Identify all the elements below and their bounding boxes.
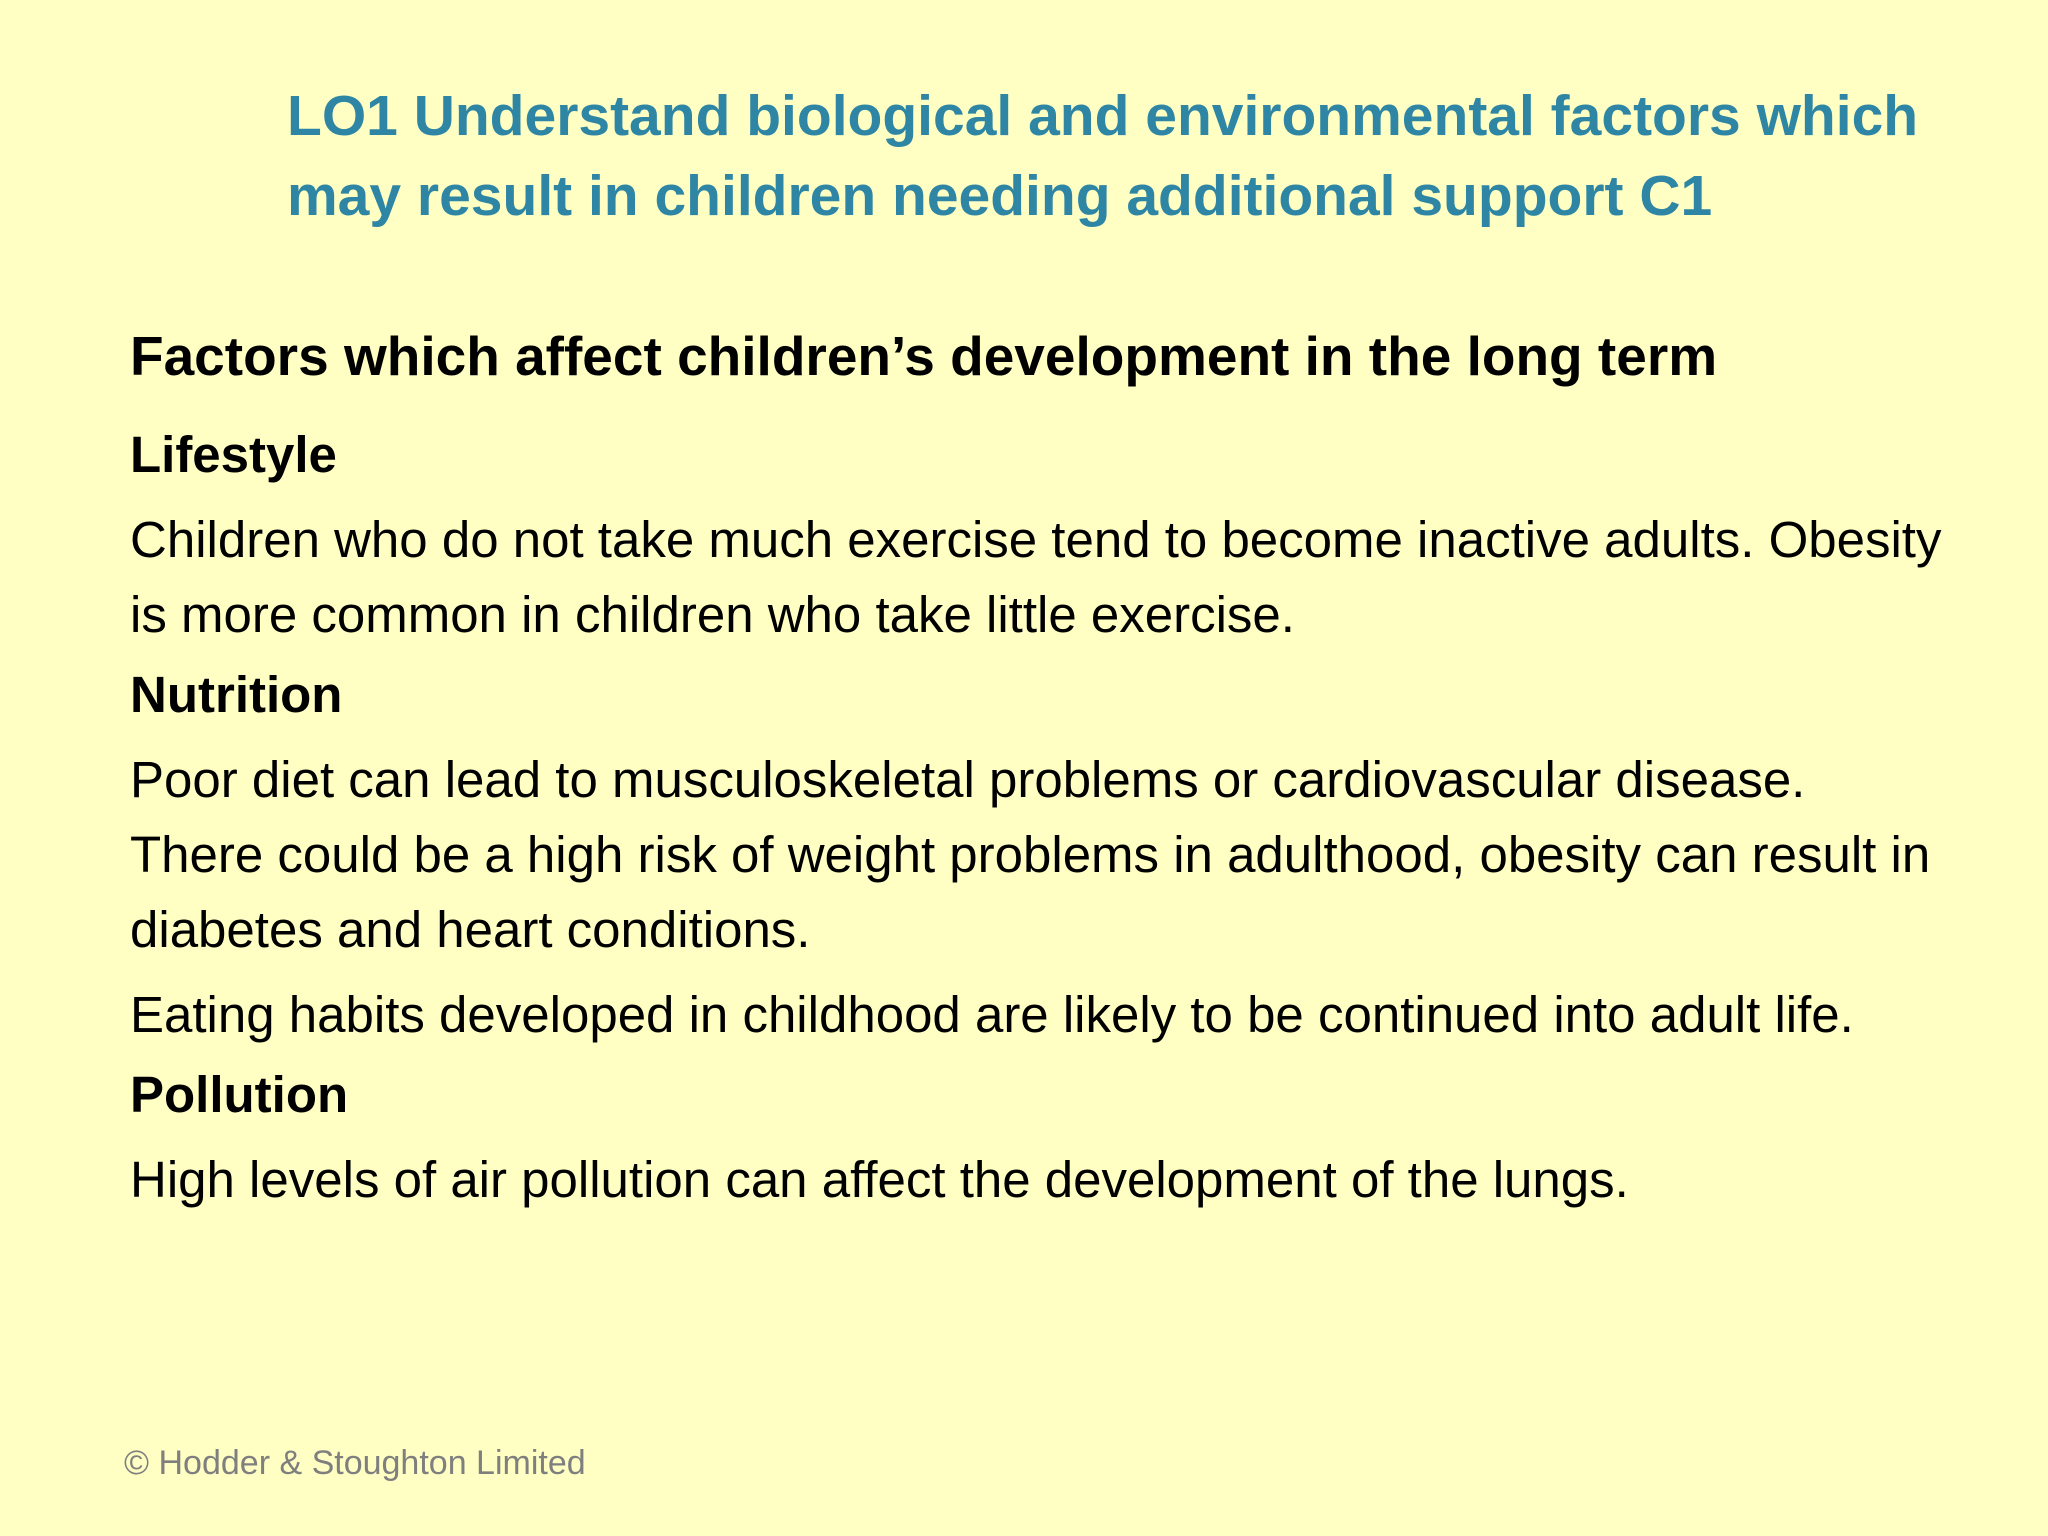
slide-title-line-2: may result in children needing additiona…	[287, 164, 1713, 228]
slide-title-line-1: LO1 Understand biological and environmen…	[287, 84, 1919, 148]
slide-content: Factors which affect children’s developm…	[130, 320, 1950, 1227]
slide-title: LO1 Understand biological and environmen…	[287, 76, 1987, 236]
lifestyle-paragraph: Children who do not take much exercise t…	[130, 511, 1942, 643]
content-heading: Factors which affect children’s developm…	[130, 325, 1718, 387]
pollution-paragraph: High levels of air pollution can affect …	[130, 1151, 1629, 1208]
subheading-pollution: Pollution	[130, 1066, 349, 1123]
subheading-nutrition: Nutrition	[130, 666, 343, 723]
nutrition-paragraph-2: Eating habits developed in childhood are…	[130, 986, 1854, 1043]
subheading-lifestyle: Lifestyle	[130, 426, 337, 483]
nutrition-paragraph-1: Poor diet can lead to musculoskeletal pr…	[130, 751, 1931, 958]
copyright-footer: © Hodder & Stoughton Limited	[124, 1444, 586, 1482]
